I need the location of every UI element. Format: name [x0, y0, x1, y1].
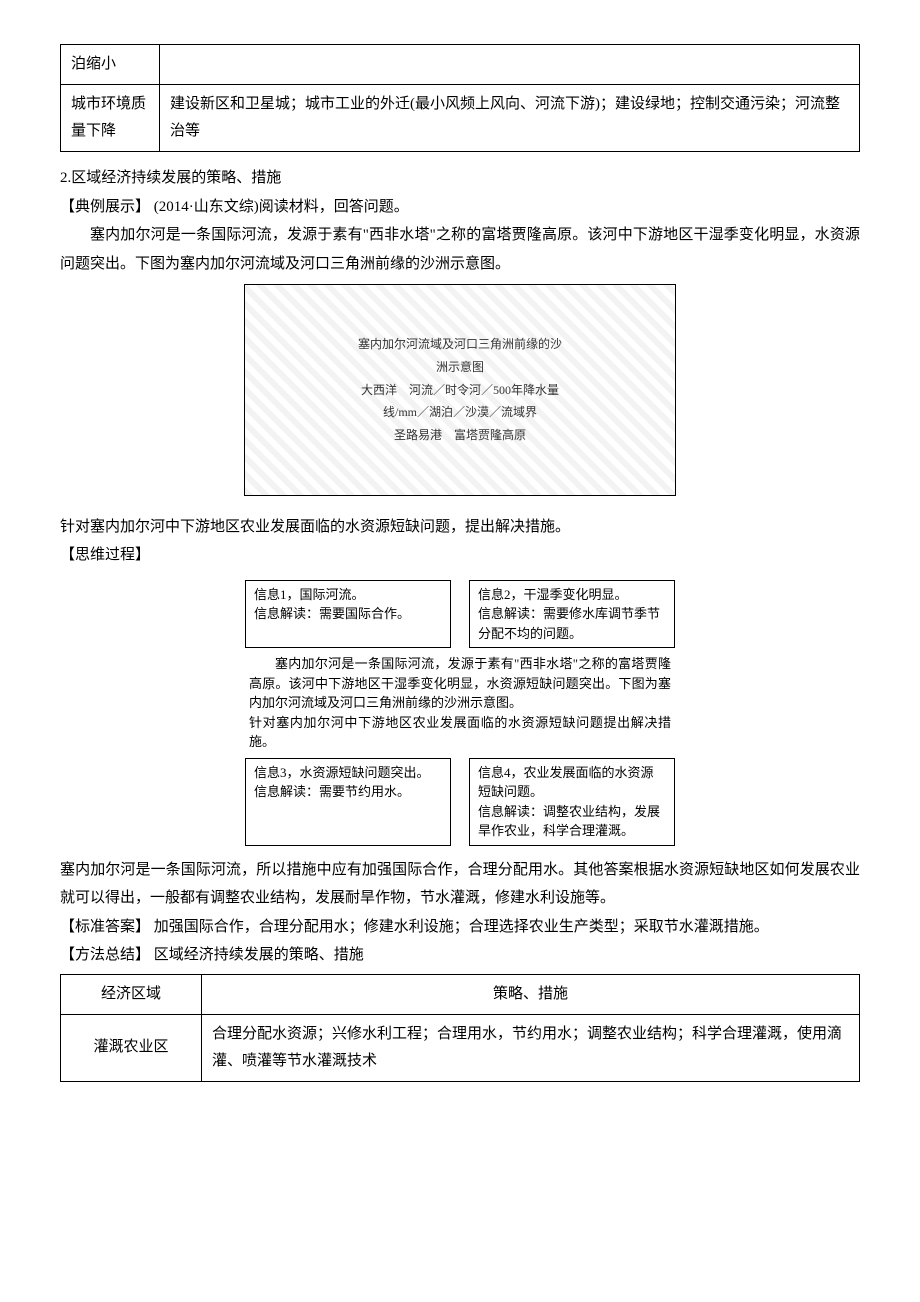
thinking-label-text: 【思维过程】 — [60, 547, 150, 563]
method-line: 【方法总结】 区域经济持续发展的策略、措施 — [60, 941, 860, 970]
table-row: 灌溉农业区 合理分配水资源；兴修水利工程；合理用水，节约用水；调整农业结构；科学… — [61, 1014, 860, 1081]
table-row: 泊缩小 — [61, 45, 860, 85]
col-header-measures: 策略、措施 — [202, 974, 860, 1014]
section-heading: 2.区域经济持续发展的策略、措施 — [60, 164, 860, 193]
answer-line: 【标准答案】 加强国际合作，合理分配用水；修建水利设施；合理选择农业生产类型；采… — [60, 913, 860, 942]
map-figure: 塞内加尔河流域及河口三角洲前缘的沙洲示意图 大西洋 河流／时令河／500年降水量… — [60, 284, 860, 507]
intro-paragraph: 塞内加尔河是一条国际河流，发源于素有"西非水塔"之称的富塔贾隆高原。该河中下游地… — [60, 221, 860, 278]
col-header-region: 经济区域 — [61, 974, 202, 1014]
flow-info-1: 信息1，国际河流。 信息解读：需要国际合作。 — [245, 580, 451, 649]
example-source: (2014·山东文综)阅读材料，回答问题。 — [154, 199, 409, 215]
example-line: 【典例展示】 (2014·山东文综)阅读材料，回答问题。 — [60, 193, 860, 222]
analysis-paragraph: 塞内加尔河是一条国际河流，所以措施中应有加强国际合作，合理分配用水。其他答案根据… — [60, 856, 860, 913]
top-table: 泊缩小 城市环境质量下降 建设新区和卫星城；城市工业的外迁(最小风频上风向、河流… — [60, 44, 860, 152]
flow-info-4: 信息4，农业发展面临的水资源短缺问题。 信息解读：调整农业结构，发展旱作农业，科… — [469, 758, 675, 846]
answer-text: 加强国际合作，合理分配用水；修建水利设施；合理选择农业生产类型；采取节水灌溉措施… — [154, 919, 769, 935]
table-header-row: 经济区域 策略、措施 — [61, 974, 860, 1014]
thinking-flow-diagram: 信息1，国际河流。 信息解读：需要国际合作。 信息2，干湿季变化明显。 信息解读… — [245, 576, 675, 850]
map-caption: 塞内加尔河流域及河口三角洲前缘的沙洲示意图 大西洋 河流／时令河／500年降水量… — [353, 333, 568, 447]
flow-info-2: 信息2，干湿季变化明显。 信息解读：需要修水库调节季节分配不均的问题。 — [469, 580, 675, 649]
flow-info-3: 信息3，水资源短缺问题突出。 信息解读：需要节约用水。 — [245, 758, 451, 846]
table-row: 城市环境质量下降 建设新区和卫星城；城市工业的外迁(最小风频上风向、河流下游)；… — [61, 85, 860, 152]
row-label: 泊缩小 — [61, 45, 160, 85]
row-content: 建设新区和卫星城；城市工业的外迁(最小风频上风向、河流下游)；建设绿地；控制交通… — [160, 85, 860, 152]
method-label: 【方法总结】 — [60, 947, 150, 963]
row-content — [160, 45, 860, 85]
flow-center-text: 塞内加尔河是一条国际河流，发源于素有"西非水塔"之称的富塔贾隆高原。该河中下游地… — [245, 652, 675, 754]
example-label: 【典例展示】 — [60, 199, 150, 215]
row-label: 城市环境质量下降 — [61, 85, 160, 152]
senegal-river-map: 塞内加尔河流域及河口三角洲前缘的沙洲示意图 大西洋 河流／时令河／500年降水量… — [244, 284, 676, 496]
strategy-table: 经济区域 策略、措施 灌溉农业区 合理分配水资源；兴修水利工程；合理用水，节约用… — [60, 974, 860, 1082]
region-cell: 灌溉农业区 — [61, 1014, 202, 1081]
thinking-flow-figure: 信息1，国际河流。 信息解读：需要国际合作。 信息2，干湿季变化明显。 信息解读… — [60, 576, 860, 850]
method-title: 区域经济持续发展的策略、措施 — [154, 947, 364, 963]
question-text: 针对塞内加尔河中下游地区农业发展面临的水资源短缺问题，提出解决措施。 — [60, 513, 860, 542]
answer-label: 【标准答案】 — [60, 919, 150, 935]
measures-cell: 合理分配水资源；兴修水利工程；合理用水，节约用水；调整农业结构；科学合理灌溉，使… — [202, 1014, 860, 1081]
thinking-label: 【思维过程】 — [60, 541, 860, 570]
